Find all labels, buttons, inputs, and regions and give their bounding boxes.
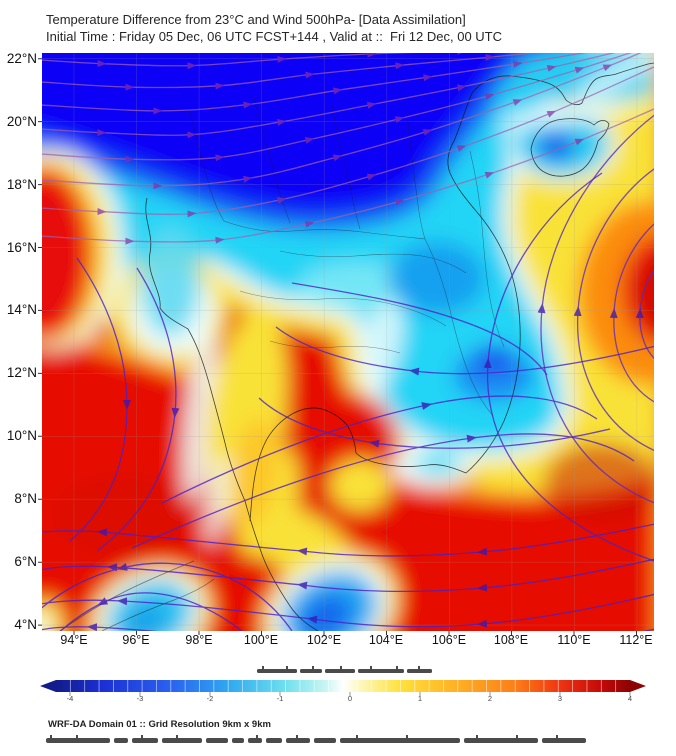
svg-text:-1: -1 (277, 694, 284, 703)
svg-text:3: 3 (558, 694, 562, 703)
svg-text:-4: -4 (67, 694, 74, 703)
svg-text:-3: -3 (137, 694, 144, 703)
svg-text:2: 2 (488, 694, 492, 703)
svg-text:1: 1 (418, 694, 422, 703)
svg-text:4: 4 (628, 694, 632, 703)
svg-text:0: 0 (348, 694, 352, 703)
svg-text:-2: -2 (207, 694, 214, 703)
